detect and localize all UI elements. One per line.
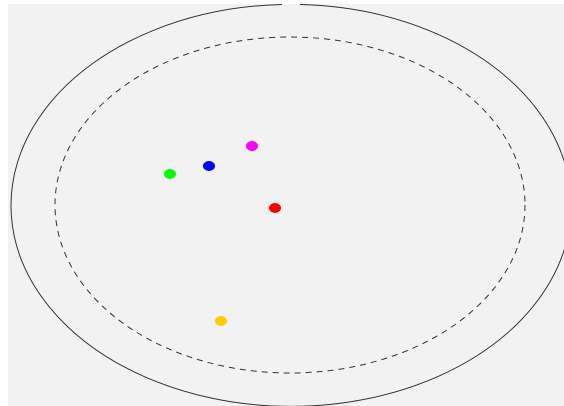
yellow-player-dot[interactable] (215, 316, 227, 326)
magenta-player-dot[interactable] (246, 141, 258, 151)
blue-player-dot[interactable] (203, 161, 215, 171)
outer-track-boundary (10, 4, 564, 406)
arena (8, 4, 564, 406)
inner-track-boundary (54, 36, 526, 374)
green-player-dot[interactable] (164, 169, 176, 179)
red-player-dot[interactable] (269, 203, 281, 213)
arena-background (8, 4, 564, 406)
